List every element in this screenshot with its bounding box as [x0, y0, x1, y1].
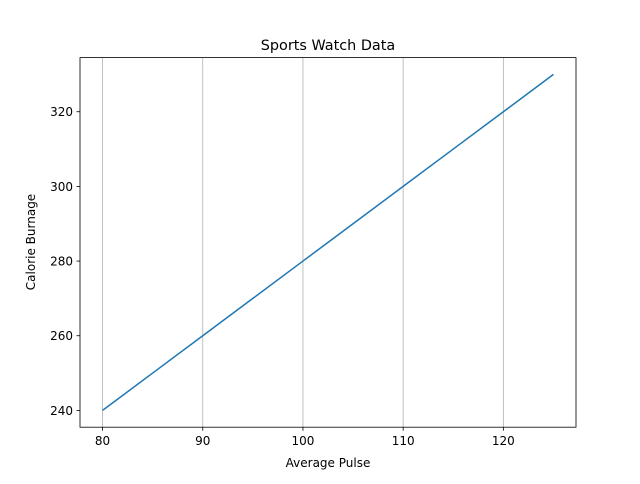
grid-lines	[102, 57, 504, 428]
x-tick-label: 90	[195, 434, 210, 448]
plot-frame	[79, 57, 577, 428]
x-axis-label: Average Pulse	[286, 456, 371, 470]
x-tick-label: 110	[392, 434, 415, 448]
x-axis-ticks: 80 90 100 110 120	[95, 427, 515, 448]
y-axis-label: Calorie Burnage	[24, 194, 38, 290]
chart-title: Sports Watch Data	[261, 38, 395, 54]
y-tick-label: 300	[50, 180, 73, 194]
y-tick-label: 320	[50, 105, 73, 119]
x-tick-label: 120	[492, 434, 515, 448]
y-tick-label: 240	[50, 404, 73, 418]
y-tick-label: 260	[50, 329, 73, 343]
series-line	[102, 73, 554, 412]
x-tick-label: 100	[291, 434, 314, 448]
y-axis-ticks: 240 260 280 300 320	[50, 105, 80, 418]
y-tick-label: 280	[50, 255, 73, 269]
x-tick-label: 80	[95, 434, 110, 448]
